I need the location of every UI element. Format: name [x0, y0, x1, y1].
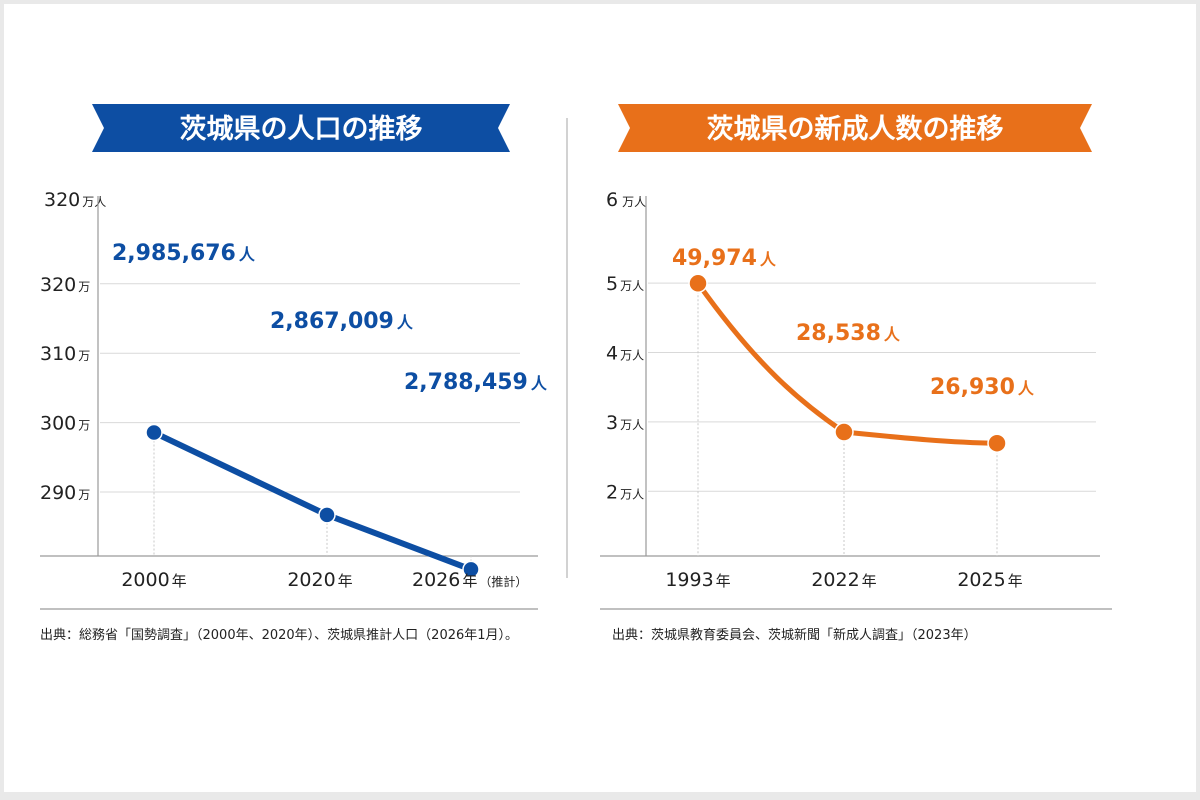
- data-labels: 49,974 人 28,538 人 26,930 人: [669, 243, 1038, 403]
- data-points: [688, 273, 1007, 453]
- data-label: 49,974 人: [672, 246, 777, 271]
- data-label: 26,930 人: [930, 375, 1035, 400]
- data-point: [145, 423, 163, 442]
- chart-title: 茨城県の新成人数の推移: [707, 113, 1004, 145]
- chart-title: 茨城県の人口の推移: [180, 114, 423, 145]
- y-axis-ticks: 2 万人 3 万人 4 万人 5 万人: [606, 273, 644, 503]
- x-tick-label: 2000 年: [121, 569, 186, 591]
- data-label: 2,788,459 人: [404, 370, 548, 395]
- new-adults-chart: 茨城県の新成人数の推移 6 万人 2 万人 3 万人 4 万人 5 万人 49,974 人 28,5…: [600, 104, 1112, 643]
- drop-lines: [697, 283, 998, 556]
- grid-lines: [100, 283, 520, 493]
- y-top-label: 320 万人: [44, 189, 106, 211]
- data-point: [688, 273, 708, 294]
- y-tick-label: 3 万人: [606, 412, 644, 434]
- data-labels: 2,985,676 人 2,867,009 人 2,788,459 人: [109, 238, 551, 398]
- data-point: [318, 506, 336, 524]
- y-tick-label: 4 万人: [606, 343, 644, 365]
- x-tick-label: 2026 年（推計）: [412, 569, 527, 591]
- y-tick-label: 300 万: [40, 413, 90, 435]
- x-tick-label: 2025 年: [957, 569, 1022, 591]
- y-tick-label: 310 万: [40, 343, 90, 365]
- grid-lines: [648, 282, 1096, 492]
- data-label: 28,538 人: [796, 321, 901, 346]
- data-points: [145, 423, 480, 579]
- y-axis-ticks: 290 万 300 万 310 万 320 万: [40, 274, 90, 504]
- y-tick-label: 2 万人: [606, 481, 644, 503]
- y-tick-label: 290 万: [40, 482, 90, 504]
- data-label: 2,985,676 人: [112, 241, 256, 266]
- data-point: [987, 433, 1007, 453]
- y-tick-label: 5 万人: [606, 273, 644, 295]
- x-axis-ticks: 1993 年 2022 年 2025 年: [665, 569, 1022, 591]
- title-ribbon: [92, 104, 510, 152]
- x-tick-label: 2020 年: [287, 569, 352, 591]
- data-label: 2,867,009 人: [270, 309, 414, 334]
- data-point: [462, 560, 480, 579]
- title-ribbon: [618, 104, 1092, 152]
- x-tick-label: 1993 年: [665, 569, 730, 591]
- data-point: [834, 422, 854, 442]
- drop-lines: [153, 432, 472, 570]
- x-tick-label: 2022 年: [811, 569, 876, 591]
- population-chart: 茨城県の人口の推移 320 万人 290 万 300 万 310 万 320 万 2,985,6…: [40, 104, 551, 643]
- x-axis-ticks: 2000 年 2020 年 2026 年（推計）: [121, 569, 527, 591]
- source-note: 出典：総務省「国勢調査」（2000年、2020年）、茨城県推計人口（2026年1…: [40, 627, 518, 643]
- y-top-label: 6 万人: [606, 189, 646, 211]
- y-tick-label: 320 万: [40, 274, 90, 296]
- source-note: 出典：茨城県教育委員会、茨城新聞「新成人調査」（2023年）: [612, 627, 977, 643]
